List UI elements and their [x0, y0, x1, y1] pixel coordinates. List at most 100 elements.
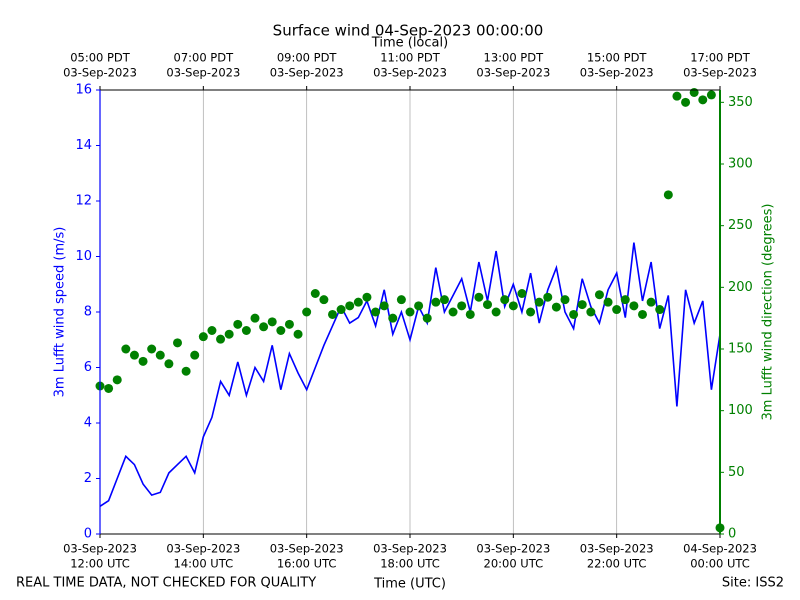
- footer-note: REAL TIME DATA, NOT CHECKED FOR QUALITY: [16, 576, 316, 591]
- direction-point: [207, 326, 217, 335]
- direction-point: [698, 95, 708, 105]
- direction-point: [672, 91, 682, 101]
- x-tick-label: 12:00 UTC: [70, 557, 130, 571]
- y-tick-label: 12: [75, 194, 92, 209]
- x2-tick-label: 15:00 PDT: [587, 51, 648, 65]
- x2-tick-label: 03-Sep-2023: [476, 66, 550, 80]
- direction-point: [586, 307, 596, 317]
- direction-point: [655, 305, 665, 315]
- direction-point: [173, 338, 182, 348]
- direction-point: [328, 309, 337, 319]
- direction-point: [483, 300, 492, 310]
- direction-point: [594, 290, 604, 300]
- direction-point: [474, 292, 484, 302]
- x-tick-label: 04-Sep-2023: [683, 542, 757, 556]
- direction-point: [198, 332, 208, 342]
- direction-point: [216, 334, 226, 344]
- direction-point: [284, 319, 294, 329]
- x2-tick-label: 13:00 PDT: [484, 51, 545, 65]
- direction-point: [431, 297, 441, 307]
- x2-tick-label: 03-Sep-2023: [270, 66, 344, 80]
- x-tick-label: 03-Sep-2023: [166, 542, 240, 556]
- direction-point: [345, 301, 355, 311]
- direction-point: [138, 356, 148, 366]
- direction-point: [448, 307, 458, 317]
- direction-point: [396, 295, 406, 305]
- direction-point: [104, 383, 114, 393]
- x2-tick-label: 03-Sep-2023: [683, 66, 757, 80]
- direction-point: [534, 297, 544, 307]
- x2-tick-label: 17:00 PDT: [690, 51, 751, 65]
- y2-tick-label: 50: [728, 465, 745, 480]
- direction-point: [259, 322, 269, 332]
- chart-title: Surface wind 04-Sep-2023 00:00:00: [273, 22, 544, 40]
- direction-point: [371, 307, 381, 317]
- direction-point: [336, 305, 346, 315]
- direction-point: [302, 307, 312, 317]
- direction-point: [362, 292, 372, 302]
- direction-point: [612, 305, 622, 315]
- x2-axis-label: Time (local): [371, 36, 448, 51]
- direction-point: [147, 344, 157, 354]
- direction-point: [491, 307, 501, 317]
- y-tick-label: 8: [84, 305, 92, 320]
- y2-tick-label: 300: [728, 157, 753, 172]
- direction-point: [526, 307, 536, 317]
- x2-tick-label: 11:00 PDT: [380, 51, 441, 65]
- x2-tick-label: 05:00 PDT: [70, 51, 131, 65]
- direction-point: [293, 329, 303, 339]
- direction-point: [250, 313, 260, 323]
- x2-tick-label: 07:00 PDT: [174, 51, 235, 65]
- direction-point: [276, 326, 286, 335]
- x-axis-label: Time (UTC): [373, 577, 446, 592]
- direction-point: [689, 87, 699, 97]
- direction-point: [646, 297, 656, 307]
- x-tick-label: 03-Sep-2023: [580, 542, 654, 556]
- speed-line: [99, 242, 721, 507]
- x2-tick-label: 09:00 PDT: [277, 51, 338, 65]
- y2-tick-label: 350: [728, 95, 753, 110]
- direction-point: [267, 317, 277, 327]
- direction-point: [620, 295, 630, 305]
- direction-point: [517, 289, 527, 298]
- direction-point: [603, 297, 613, 307]
- y2-tick-label: 0: [728, 527, 736, 542]
- direction-point: [629, 301, 639, 311]
- y-tick-label: 0: [84, 527, 92, 542]
- direction-point: [121, 344, 131, 354]
- x-tick-label: 03-Sep-2023: [373, 542, 447, 556]
- direction-point: [439, 295, 449, 305]
- x-tick-label: 18:00 UTC: [380, 557, 440, 571]
- direction-point: [422, 313, 432, 323]
- y2-axis-label: 3m Lufft wind direction (degrees): [761, 204, 776, 421]
- direction-point: [543, 292, 553, 302]
- direction-point: [379, 301, 389, 311]
- direction-point: [577, 300, 587, 310]
- y2-tick-label: 250: [728, 218, 753, 233]
- direction-point: [164, 359, 174, 369]
- direction-point: [388, 313, 398, 323]
- direction-point: [414, 301, 424, 311]
- x2-tick-label: 03-Sep-2023: [580, 66, 654, 80]
- direction-point: [681, 97, 691, 107]
- y-tick-label: 4: [84, 416, 92, 431]
- x-tick-label: 00:00 UTC: [690, 557, 750, 571]
- direction-point: [310, 289, 320, 298]
- x2-tick-label: 03-Sep-2023: [166, 66, 240, 80]
- direction-point: [551, 302, 561, 312]
- direction-point: [508, 301, 518, 311]
- direction-point: [241, 326, 251, 335]
- direction-point: [181, 366, 191, 376]
- y2-tick-label: 200: [728, 280, 753, 295]
- site-label: Site: ISS2: [722, 576, 784, 591]
- direction-point: [457, 301, 467, 311]
- y-tick-label: 16: [75, 83, 92, 98]
- x-tick-label: 03-Sep-2023: [63, 542, 137, 556]
- x-tick-label: 22:00 UTC: [587, 557, 647, 571]
- x2-tick-label: 03-Sep-2023: [373, 66, 447, 80]
- direction-point: [319, 295, 329, 305]
- direction-point: [224, 329, 234, 339]
- direction-point: [560, 295, 570, 305]
- direction-point: [500, 295, 510, 305]
